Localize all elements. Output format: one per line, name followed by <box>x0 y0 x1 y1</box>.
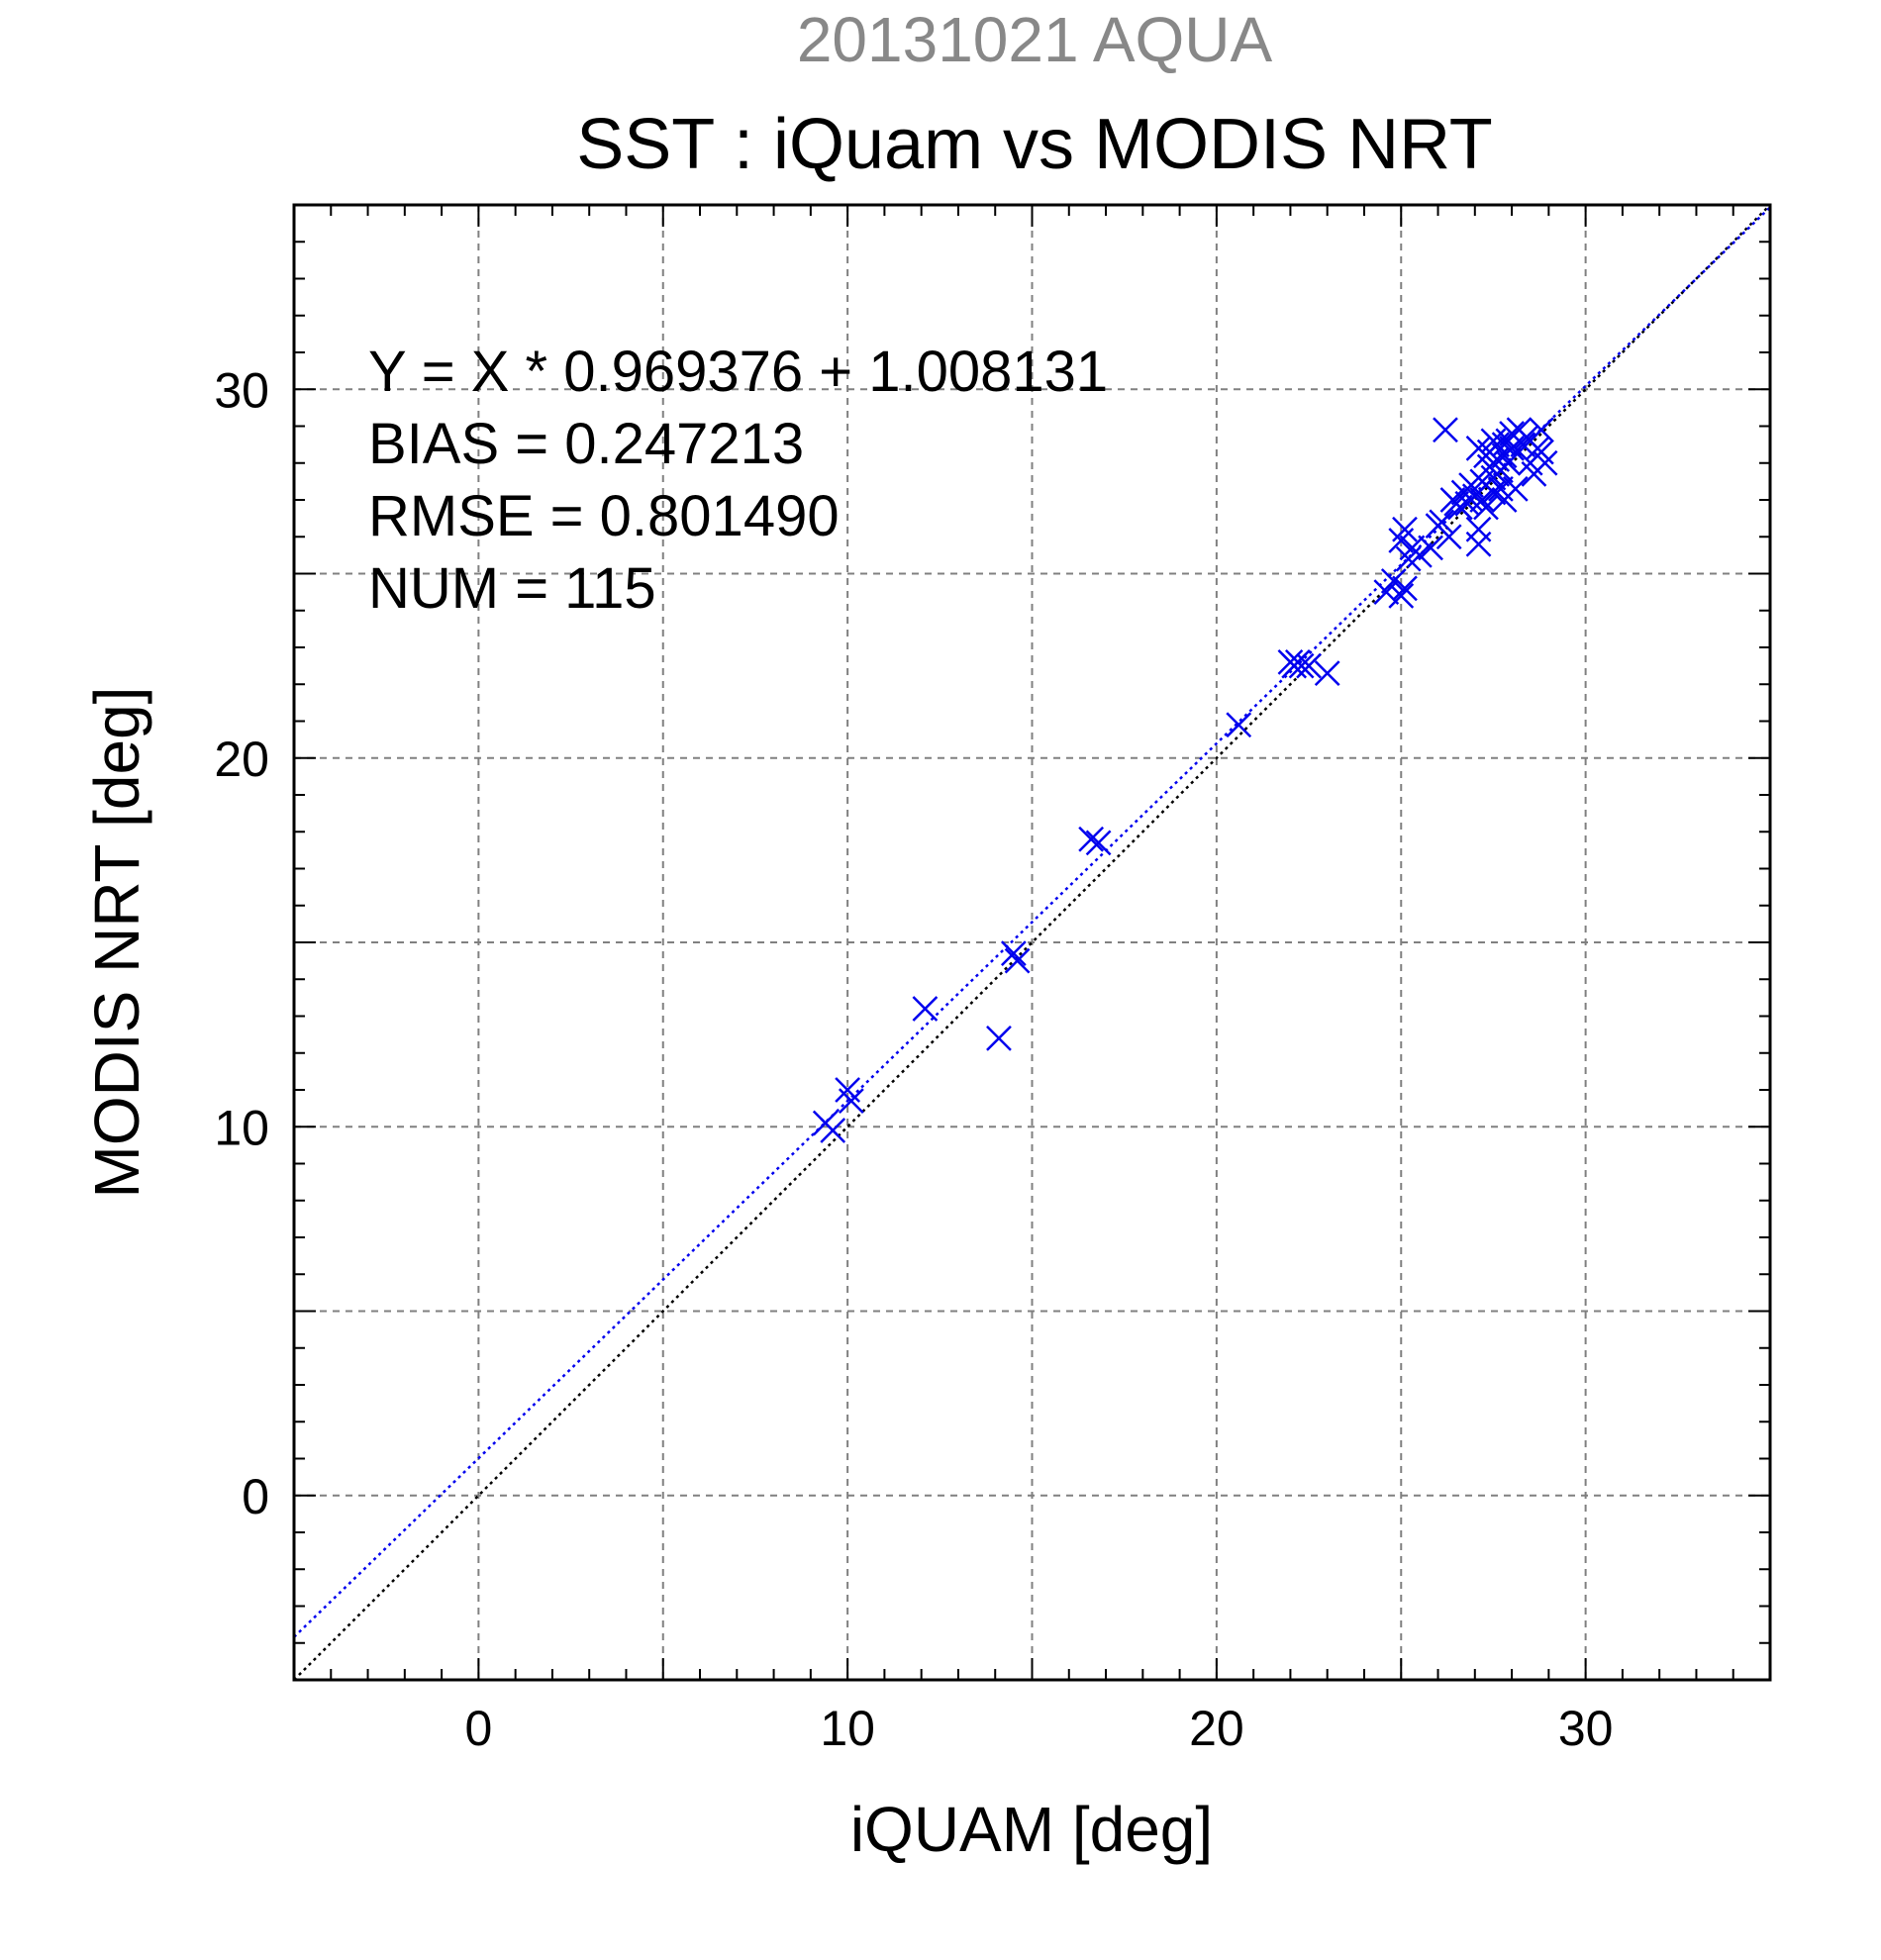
stat-num: NUM = 115 <box>368 556 656 621</box>
data-point <box>1502 475 1529 502</box>
data-point <box>1433 417 1458 443</box>
data-point <box>1473 442 1499 469</box>
stats-box: Y = X * 0.969376 + 1.008131 BIAS = 0.247… <box>368 340 1108 621</box>
tick-labels: 0 10 20 30 0 10 20 30 <box>214 362 1613 1756</box>
chart-title: SST : iQuam vs MODIS NRT <box>576 105 1493 184</box>
axis-ticks <box>293 204 1771 1681</box>
x-tick-label: 10 <box>820 1701 875 1756</box>
data-point <box>1392 516 1418 542</box>
data-point <box>1418 535 1443 561</box>
data-point <box>1458 472 1484 498</box>
data-point <box>1373 579 1400 606</box>
y-tick-label: 10 <box>214 1100 269 1155</box>
data-point <box>1004 947 1031 974</box>
data-point <box>1296 652 1322 679</box>
data-point <box>1407 541 1433 568</box>
data-points <box>812 417 1558 1143</box>
chart-supertitle: 20131021 AQUA <box>797 4 1273 75</box>
x-axis-label: iQUAM [deg] <box>850 1794 1213 1865</box>
data-point <box>1465 516 1492 542</box>
data-point <box>1447 494 1473 521</box>
data-point <box>912 996 939 1022</box>
data-point <box>1314 660 1340 686</box>
x-tick-label: 20 <box>1189 1701 1244 1756</box>
y-axis-label: MODIS NRT [deg] <box>81 687 152 1199</box>
data-point <box>1436 524 1462 550</box>
stat-rmse: RMSE = 0.801490 <box>368 484 840 548</box>
x-tick-label: 0 <box>464 1701 492 1756</box>
data-point <box>1529 417 1554 443</box>
data-point <box>1288 652 1315 679</box>
data-point <box>1392 575 1418 602</box>
data-point <box>1226 712 1252 738</box>
y-tick-label: 0 <box>242 1469 269 1524</box>
data-point <box>1380 568 1407 594</box>
data-point <box>1429 509 1455 536</box>
stat-bias: BIAS = 0.247213 <box>368 412 804 476</box>
grid-lines <box>294 205 1770 1680</box>
data-point <box>838 1088 864 1115</box>
data-point <box>1532 449 1558 476</box>
data-point <box>1085 830 1112 856</box>
identity-line <box>293 204 1771 1681</box>
data-point <box>1510 432 1536 458</box>
x-tick-label: 30 <box>1558 1701 1614 1756</box>
data-point <box>820 1118 846 1143</box>
data-point <box>1491 432 1518 458</box>
data-point <box>1078 826 1105 852</box>
data-point <box>1469 487 1496 513</box>
data-point <box>1473 494 1499 521</box>
data-point <box>1388 582 1415 609</box>
data-point <box>1465 531 1492 557</box>
y-tick-label: 30 <box>214 362 269 418</box>
data-point <box>986 1025 1012 1051</box>
stat-fit-equation: Y = X * 0.969376 + 1.008131 <box>368 340 1108 404</box>
y-tick-label: 20 <box>214 732 269 787</box>
data-point <box>1000 940 1027 967</box>
